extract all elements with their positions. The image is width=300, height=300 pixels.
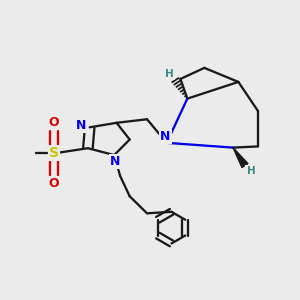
Polygon shape xyxy=(233,148,248,167)
Text: H: H xyxy=(247,166,255,176)
Text: O: O xyxy=(49,177,59,190)
Text: O: O xyxy=(49,116,59,129)
Text: N: N xyxy=(160,130,171,143)
Text: N: N xyxy=(110,155,121,168)
Text: S: S xyxy=(49,146,59,160)
Text: N: N xyxy=(76,119,86,132)
Text: H: H xyxy=(165,69,174,79)
